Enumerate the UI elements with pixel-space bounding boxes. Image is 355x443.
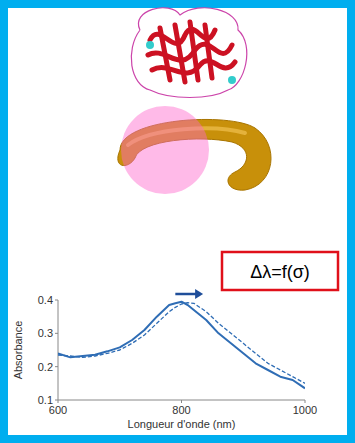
series-line [58,302,305,389]
y-tick-label: 0.2 [38,361,53,373]
x-tick [305,400,306,403]
protein-strand [148,44,232,60]
figure: 60080010000.10.20.30.4Longueur d'onde (n… [0,0,355,443]
y-axis-line [58,300,59,400]
x-axis-title: Longueur d'onde (nm) [128,418,236,430]
y-tick [55,366,58,367]
y-tick [55,300,58,301]
illustration [118,8,271,194]
y-tick [55,333,58,334]
axes: 60080010000.10.20.30.4 [38,294,318,416]
shift-arrowhead [195,289,203,299]
y-tick-label: 0.3 [38,327,53,339]
x-tick-label: 1000 [293,404,317,416]
protein-ion [146,41,154,49]
y-axis-title: Absorbance [12,321,24,380]
annotation-box [222,252,338,290]
sensing-zone [121,106,209,194]
annotation: Δλ=f(σ) [250,262,310,282]
y-tick [55,400,58,401]
y-tick-label: 0.4 [38,294,53,306]
y-tick-label: 0.1 [38,394,53,406]
plot-area [58,302,305,389]
shift-arrow [175,293,197,296]
protein-strand [160,22,212,82]
protein-ion [228,76,236,84]
x-tick-label: 800 [172,404,190,416]
protein-loop [131,8,247,98]
series-line [58,303,305,384]
x-tick [181,400,182,403]
